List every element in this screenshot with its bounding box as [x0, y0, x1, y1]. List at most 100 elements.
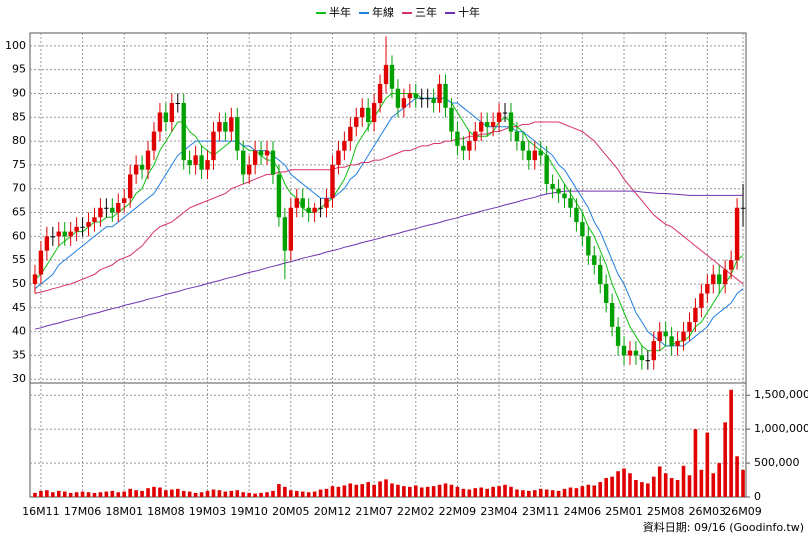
ma-line: [34, 93, 744, 352]
volume-bar: [211, 489, 216, 497]
candle-body: [383, 64, 389, 84]
volume-bar: [170, 489, 174, 497]
candle-body: [354, 117, 359, 127]
volume-bar: [318, 489, 323, 497]
volume-bar: [360, 484, 365, 497]
volume-bar: [610, 476, 614, 497]
volume-bar: [509, 486, 513, 497]
candle-body: [270, 150, 276, 175]
candle-body: [550, 183, 555, 189]
y-tick-label: 65: [12, 206, 26, 219]
y-tick-label: 100: [5, 39, 26, 52]
legend-label: 十年: [458, 5, 480, 19]
volume-bar: [306, 492, 311, 497]
candle-body: [300, 198, 305, 208]
candle-body: [336, 150, 341, 165]
candle-body: [127, 174, 133, 199]
volume-bar: [223, 491, 228, 497]
candle-body: [728, 260, 734, 270]
volume-bar: [80, 491, 85, 497]
candle-body: [461, 145, 466, 151]
volume-bar: [229, 490, 234, 497]
x-tick-label: 19M10: [230, 505, 268, 518]
candle-body: [389, 64, 395, 89]
volume-bar: [164, 490, 168, 497]
candle-body: [455, 131, 460, 146]
x-tick-label: 20M12: [314, 505, 352, 518]
candle-body: [294, 198, 299, 208]
volume-bar: [449, 484, 454, 497]
footer: 資料日期: 09/16 (Goodinfo.tw): [643, 520, 804, 534]
candle-body: [639, 355, 645, 361]
y2-tick-label: 500,000: [754, 456, 800, 469]
volume-bar: [669, 478, 674, 497]
volume-bar: [354, 484, 359, 497]
volume-bar: [336, 486, 341, 497]
candle-body: [62, 231, 67, 237]
volume-bar: [241, 492, 246, 497]
x-tick-label: 22M09: [439, 505, 477, 518]
x-tick-label: 18M08: [147, 505, 185, 518]
candle-body: [502, 112, 508, 114]
volume-bar: [33, 492, 37, 497]
candle-body: [169, 103, 175, 123]
y-tick-label: 70: [12, 182, 26, 195]
candle-body: [407, 93, 413, 99]
volume-bar: [729, 389, 733, 497]
candle-body: [229, 117, 234, 132]
candle-body: [104, 207, 109, 209]
candle-body: [241, 150, 246, 175]
x-tick-label: 24M06: [564, 505, 602, 518]
volume-bar: [586, 484, 591, 497]
candle-body: [110, 207, 115, 213]
volume-bar: [556, 490, 561, 497]
volume-bar: [455, 486, 460, 497]
x-tick-label: 23M11: [522, 505, 560, 518]
candle-body: [348, 126, 353, 142]
volume-bar: [247, 492, 251, 497]
candle-body: [377, 83, 383, 103]
candle-body: [92, 217, 97, 223]
volume-bar: [681, 465, 686, 497]
volume-bar: [408, 486, 412, 497]
volume-bar: [491, 486, 495, 497]
candle-body: [145, 150, 151, 170]
volume-bar: [199, 492, 204, 497]
volume-bar: [253, 493, 257, 497]
volume-bar: [699, 469, 704, 497]
volume-bar: [711, 473, 716, 497]
candle-body: [693, 307, 698, 323]
volume-bar: [146, 488, 150, 497]
candle-body: [151, 131, 157, 151]
volume-bar: [622, 468, 626, 497]
volume-bar: [413, 485, 418, 497]
x-tick-label: 26M09: [724, 505, 762, 518]
volume-bar: [372, 484, 376, 497]
volume-bar: [646, 483, 650, 497]
candle-body: [740, 207, 746, 209]
volume-bar: [39, 490, 43, 497]
y-tick-label: 30: [12, 372, 26, 385]
candle-body: [371, 103, 377, 123]
candle-body: [38, 250, 44, 275]
candle-body: [32, 274, 38, 284]
volume-bar: [675, 480, 680, 497]
volume-bar: [574, 488, 579, 497]
volume-bar: [289, 490, 293, 497]
ma-line: [34, 121, 744, 294]
volume-bar: [616, 471, 620, 497]
candle-body: [520, 141, 526, 151]
volume-bar: [503, 484, 507, 497]
candle-body: [627, 350, 633, 356]
candle-body: [86, 222, 91, 227]
volume-bar: [651, 476, 656, 497]
candle-body: [342, 141, 347, 151]
candle-body: [717, 274, 722, 284]
candle-body: [532, 150, 537, 161]
volume-bar: [431, 486, 436, 497]
y-tick-label: 80: [12, 134, 26, 147]
candle-body: [568, 198, 573, 208]
volume-bar: [330, 486, 335, 497]
y-tick-label: 95: [12, 63, 26, 76]
